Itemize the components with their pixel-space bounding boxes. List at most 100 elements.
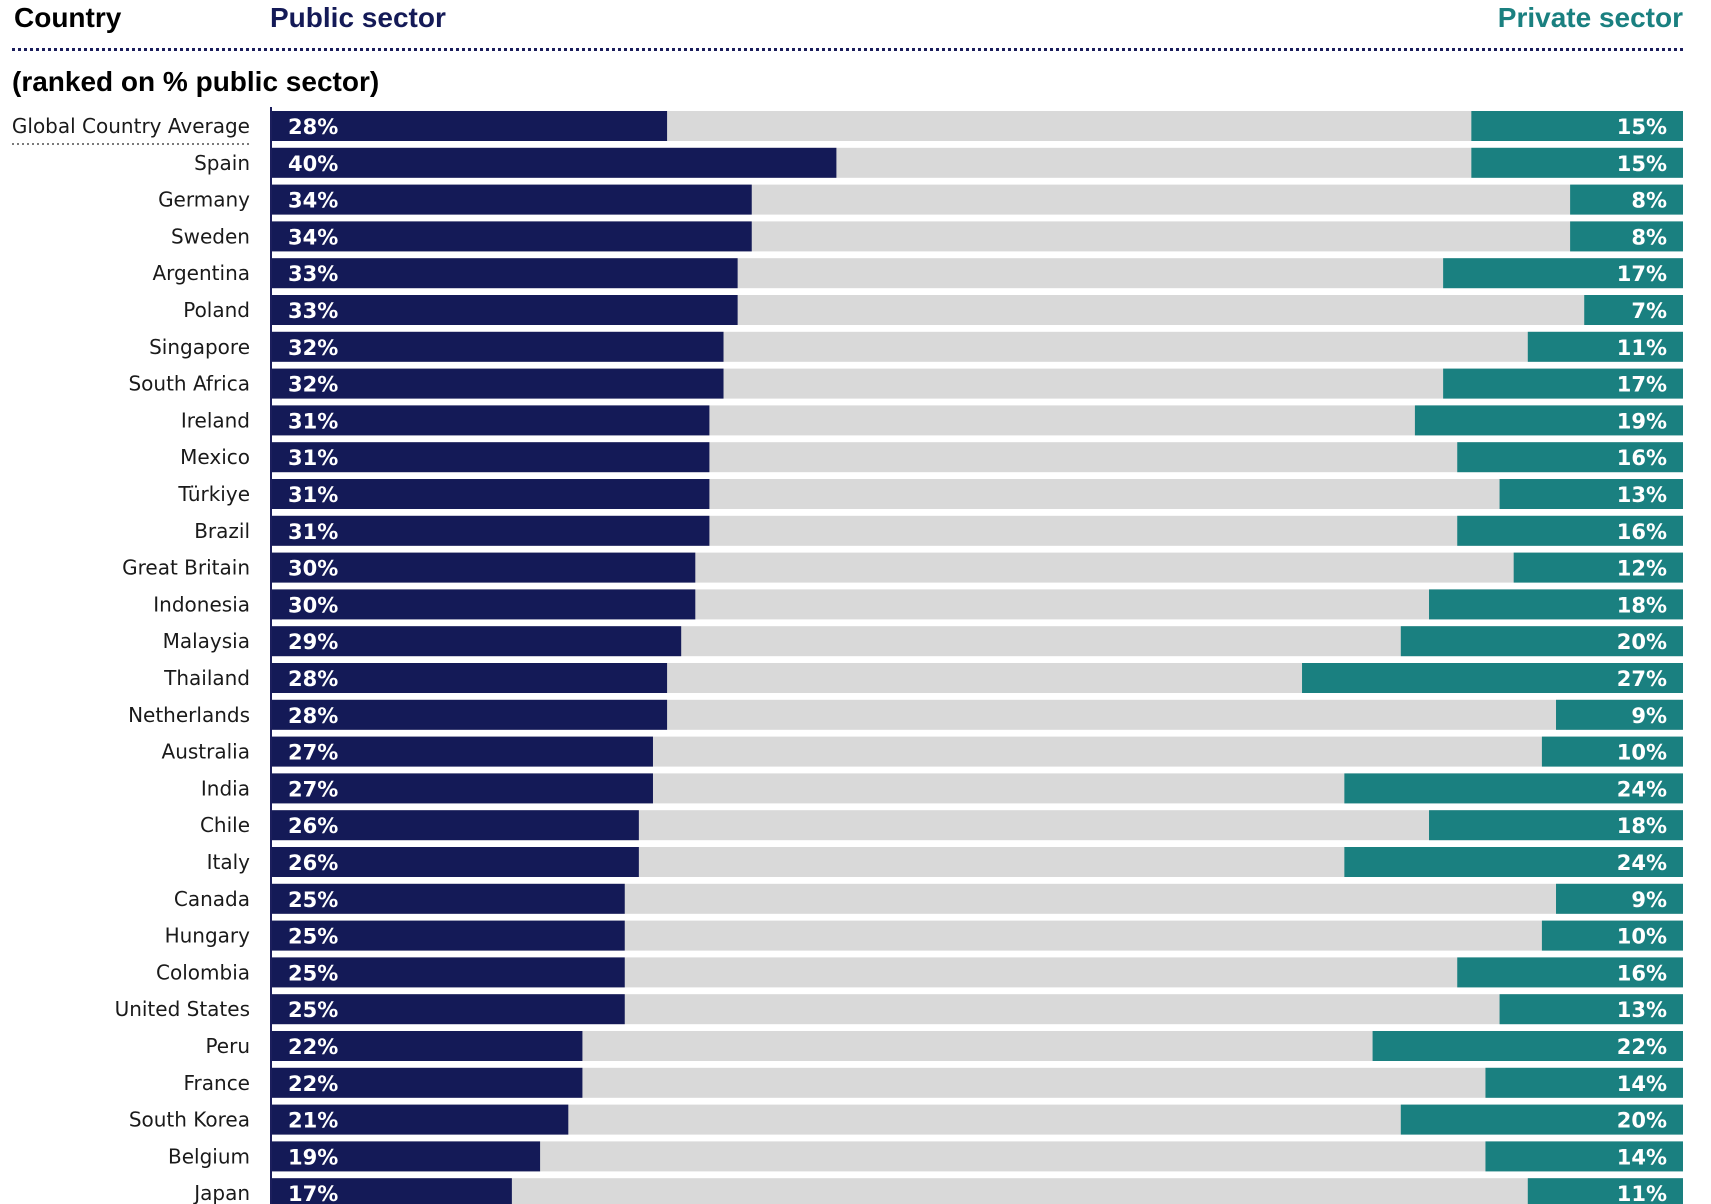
bar-public-sector <box>272 258 738 289</box>
public-value-label: 29% <box>288 630 338 654</box>
country-label: Italy <box>207 850 251 874</box>
bar-private-sector <box>1570 221 1683 252</box>
private-value-label: 13% <box>1617 998 1667 1022</box>
private-value-label: 24% <box>1617 777 1667 801</box>
public-value-label: 34% <box>288 225 338 249</box>
public-value-label: 17% <box>288 1182 338 1204</box>
bar-public-sector <box>272 589 696 620</box>
bar-public-sector <box>272 552 696 583</box>
bar-public-sector <box>272 1141 541 1172</box>
bar-public-sector <box>272 699 668 730</box>
country-label: Peru <box>205 1034 250 1058</box>
public-value-label: 30% <box>288 557 338 581</box>
public-value-label: 28% <box>288 704 338 728</box>
bar-public-sector <box>272 331 724 362</box>
country-label: Indonesia <box>153 592 250 616</box>
country-label: Brazil <box>194 519 250 543</box>
country-label: South Africa <box>128 372 250 396</box>
bar-private-sector <box>1443 368 1683 399</box>
bar-public-sector <box>272 736 653 767</box>
bar-public-sector <box>272 994 625 1025</box>
bar-private-sector <box>1513 552 1683 583</box>
bar-public-sector <box>272 221 752 252</box>
private-value-label: 16% <box>1617 961 1667 985</box>
public-value-label: 40% <box>288 152 338 176</box>
private-value-label: 22% <box>1617 1035 1667 1059</box>
public-value-label: 21% <box>288 1109 338 1133</box>
header-divider <box>12 48 1683 51</box>
private-value-label: 15% <box>1617 152 1667 176</box>
bar-public-sector <box>272 442 710 473</box>
country-label: Japan <box>192 1181 250 1204</box>
bar-private-sector <box>1344 847 1683 877</box>
bar-private-sector <box>1541 736 1683 767</box>
bar-public-sector <box>272 184 752 215</box>
bar-private-sector <box>1499 994 1683 1025</box>
bar-private-sector <box>1344 773 1683 804</box>
bar-private-sector <box>1372 1031 1683 1061</box>
public-value-label: 31% <box>288 446 338 470</box>
bar-public-sector <box>272 368 724 399</box>
legend-private-sector: Private sector <box>1497 2 1683 33</box>
country-label: Netherlands <box>128 703 250 727</box>
public-value-label: 32% <box>288 336 338 360</box>
private-value-label: 10% <box>1617 925 1667 949</box>
country-label: South Korea <box>129 1108 250 1132</box>
bar-public-sector <box>272 1178 512 1204</box>
private-value-label: 18% <box>1617 593 1667 617</box>
country-label: France <box>183 1071 250 1095</box>
bar-public-sector <box>272 920 625 951</box>
country-label: Ireland <box>181 408 250 432</box>
country-label: Poland <box>183 298 250 322</box>
private-value-label: 13% <box>1617 483 1667 507</box>
private-value-label: 24% <box>1617 851 1667 875</box>
public-value-label: 28% <box>288 667 338 691</box>
bar-private-sector <box>1471 111 1683 141</box>
bar-public-sector <box>272 847 639 877</box>
private-value-label: 14% <box>1617 1072 1667 1096</box>
bar-private-sector <box>1443 258 1683 289</box>
country-label: India <box>201 776 250 800</box>
bar-private-sector <box>1499 479 1683 509</box>
bar-private-sector <box>1429 589 1683 620</box>
country-label: Türkiye <box>177 482 250 506</box>
public-value-label: 34% <box>288 189 338 213</box>
bar-private-sector <box>1485 1141 1683 1172</box>
public-value-label: 27% <box>288 777 338 801</box>
bar-private-sector <box>1400 626 1683 657</box>
private-value-label: 11% <box>1617 1182 1667 1204</box>
bar-public-sector <box>272 111 668 141</box>
bar-public-sector <box>272 663 668 693</box>
private-value-label: 9% <box>1631 888 1667 912</box>
private-value-label: 17% <box>1617 262 1667 286</box>
bar-public-sector <box>272 405 710 436</box>
private-value-label: 18% <box>1617 814 1667 838</box>
public-value-label: 28% <box>288 115 338 139</box>
public-value-label: 25% <box>288 888 338 912</box>
private-value-label: 10% <box>1617 741 1667 765</box>
bar-private-sector <box>1584 295 1683 325</box>
bar-private-sector <box>1457 442 1683 473</box>
bar-private-sector <box>1556 699 1683 730</box>
legend-public-sector: Public sector <box>270 2 446 33</box>
country-label: Colombia <box>156 960 250 984</box>
private-value-label: 17% <box>1617 373 1667 397</box>
bar-private-sector <box>1429 810 1683 841</box>
public-value-label: 27% <box>288 741 338 765</box>
bar-public-sector <box>272 1067 583 1098</box>
private-value-label: 27% <box>1617 667 1667 691</box>
private-value-label: 12% <box>1617 557 1667 581</box>
public-value-label: 22% <box>288 1035 338 1059</box>
private-value-label: 7% <box>1631 299 1667 323</box>
bar-public-sector <box>272 773 653 804</box>
bar-private-sector <box>1570 184 1683 215</box>
bar-public-sector <box>272 479 710 509</box>
bar-private-sector <box>1400 1104 1683 1135</box>
public-value-label: 25% <box>288 998 338 1022</box>
public-value-label: 25% <box>288 925 338 949</box>
bar-private-sector <box>1485 1067 1683 1098</box>
public-value-label: 26% <box>288 851 338 875</box>
private-value-label: 9% <box>1631 704 1667 728</box>
country-label: United States <box>115 997 250 1021</box>
